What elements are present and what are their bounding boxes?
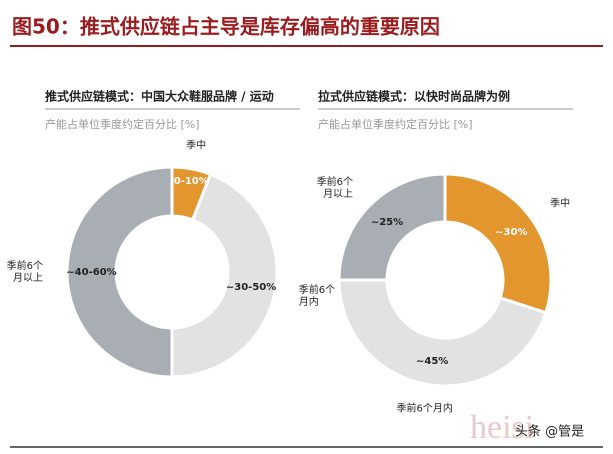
value-label: ~0-10% <box>165 176 208 187</box>
category-label: 季前6个月以上 <box>317 175 353 200</box>
source-tag: 头条 @管是 <box>515 424 584 440</box>
donut-segment <box>65 165 174 379</box>
value-label: ~25% <box>371 217 403 228</box>
chart-heading: 推式供应链模式：中国大众鞋服品牌 / 运动 <box>45 89 274 104</box>
chart-subtitle: 产能占单位季度约定百分比 [%] <box>318 117 473 131</box>
category-label: 季前6个月以上 <box>7 259 43 284</box>
category-label: 季前6个月内 <box>299 283 335 308</box>
category-label: 季中 <box>550 197 570 210</box>
donut-segment <box>443 172 553 315</box>
chart-subtitle: 产能占单位季度约定百分比 [%] <box>45 117 200 131</box>
chart-heading: 拉式供应链模式：以快时尚品牌为例 <box>318 89 510 104</box>
donut-segment <box>337 172 447 282</box>
watermark: heisi <box>470 409 534 446</box>
category-label: 季中 <box>186 138 206 151</box>
value-label: ~40-60% <box>66 267 116 278</box>
page-title: 图50：推式供应链占主导是库存偏高的重要原因 <box>12 15 440 39</box>
value-label: ~30% <box>495 227 527 238</box>
donut-segment <box>170 172 279 379</box>
value-label: ~30-50% <box>226 282 276 293</box>
value-label: ~45% <box>416 356 448 367</box>
category-label: 季前6个月内 <box>396 401 452 414</box>
donut-segment <box>337 278 548 388</box>
